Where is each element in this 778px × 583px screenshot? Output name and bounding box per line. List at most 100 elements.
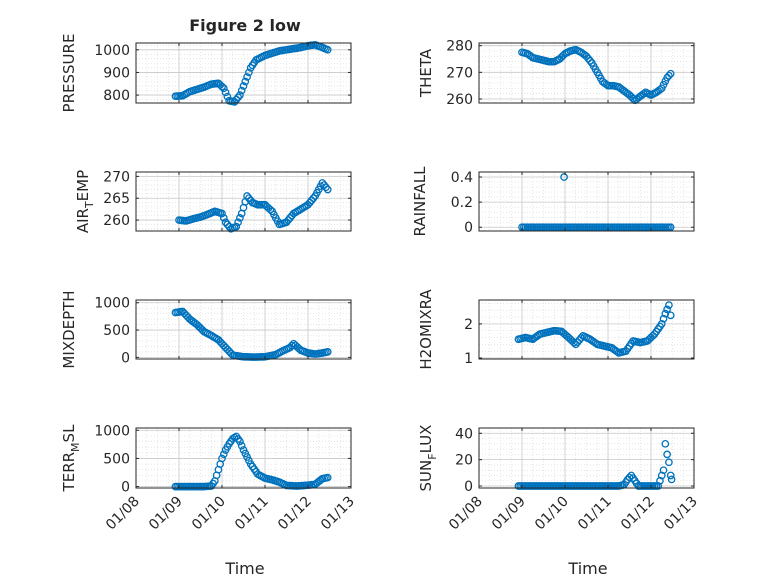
axis-ticks xyxy=(135,172,352,231)
data-point xyxy=(663,450,671,459)
data-point xyxy=(218,454,226,463)
y-axis-label: H2OMIXRA xyxy=(417,289,435,370)
data-point xyxy=(288,341,296,350)
data-point xyxy=(266,205,275,214)
y-tick-label: 1000 xyxy=(94,296,130,312)
minor-grid xyxy=(136,171,351,231)
axis-ticks xyxy=(478,172,695,231)
data-point xyxy=(586,56,594,65)
y-tick-label: 0.4 xyxy=(451,170,473,186)
data-point xyxy=(560,173,568,181)
y-tick-label: 40 xyxy=(455,426,473,442)
x-axis-label-right: Time xyxy=(567,559,607,578)
data-point xyxy=(639,89,648,98)
data-series-rainfall xyxy=(518,173,675,232)
data-point xyxy=(666,471,675,480)
data-point xyxy=(665,301,673,309)
data-point xyxy=(656,85,664,94)
y-axis-label: AIRTEMP xyxy=(74,170,96,233)
data-point xyxy=(234,218,242,227)
y-axis-label: MIXDEPTH xyxy=(60,290,78,368)
data-series-theta xyxy=(518,45,675,105)
y-tick-label: 20 xyxy=(455,453,473,469)
axes-box xyxy=(135,42,352,104)
data-point xyxy=(218,209,226,218)
data-point xyxy=(236,437,244,446)
data-point xyxy=(243,73,251,81)
y-tick-label: 260 xyxy=(103,213,130,229)
data-point xyxy=(218,82,226,91)
data-series-h2omixra xyxy=(514,301,675,357)
axis-ticks xyxy=(135,428,352,488)
y-tick-label: 0 xyxy=(464,479,473,495)
data-point xyxy=(659,314,668,323)
axis-ticks xyxy=(478,300,695,359)
data-point xyxy=(241,77,250,86)
data-point xyxy=(667,475,676,484)
y-axis-label: SUNFLUX xyxy=(417,425,439,492)
y-tick-label: 900 xyxy=(103,65,130,81)
data-point xyxy=(309,194,318,203)
data-point xyxy=(659,466,668,475)
minor-grid xyxy=(136,300,351,359)
y-tick-label: 1000 xyxy=(94,43,130,59)
data-point xyxy=(323,473,332,482)
data-point xyxy=(219,84,228,93)
axes-box xyxy=(478,427,695,489)
y-tick-label: 800 xyxy=(103,88,130,104)
y-tick-label: 0.2 xyxy=(451,195,473,211)
y-tick-label: 0 xyxy=(121,350,130,366)
subplot-pressure: 800 900 1000 PRESSURE xyxy=(60,34,352,112)
y-tick-label: 0 xyxy=(121,480,130,496)
data-point xyxy=(663,305,671,314)
subplot-rainfall: 0 0.2 0.4 RAINFALL xyxy=(411,166,695,237)
data-series-mixdepth xyxy=(171,307,332,361)
axes-box xyxy=(478,299,695,360)
data-point xyxy=(236,214,244,222)
y-tick-label: 0 xyxy=(464,220,473,236)
y-tick-label: 270 xyxy=(103,169,130,185)
y-tick-label: 500 xyxy=(103,323,130,339)
data-point xyxy=(225,222,234,231)
y-tick-label: 2 xyxy=(464,317,473,333)
data-point xyxy=(219,450,228,459)
data-point xyxy=(245,68,253,77)
data-point xyxy=(237,441,246,450)
data-point xyxy=(666,311,675,320)
data-point xyxy=(629,94,637,103)
axis-ticks xyxy=(135,43,352,103)
data-point xyxy=(219,214,228,222)
axes-box xyxy=(135,299,352,360)
data-point xyxy=(666,223,675,232)
data-series-terr_msl xyxy=(171,432,332,491)
data-point xyxy=(234,93,242,102)
data-point xyxy=(665,458,673,467)
plot-area xyxy=(479,172,694,231)
data-point xyxy=(322,183,330,192)
figure-title: Figure 2 low xyxy=(189,16,301,35)
minor-grid xyxy=(479,300,694,359)
data-point xyxy=(625,473,634,482)
axes-box xyxy=(478,171,695,232)
plot-area xyxy=(136,172,351,231)
axes-box xyxy=(135,171,352,232)
y-tick-label: 265 xyxy=(103,191,130,207)
data-point xyxy=(323,185,332,194)
axis-ticks xyxy=(478,43,695,103)
subplot-air_temp: 260 265 270 AIRTEMP xyxy=(74,169,352,233)
y-tick-label: 500 xyxy=(103,451,130,467)
y-tick-label: 1 xyxy=(464,351,473,367)
y-axis-label: RAINFALL xyxy=(411,166,429,237)
data-point xyxy=(236,91,244,99)
subplot-h2omixra: 1 2 H2OMIXRA xyxy=(417,289,695,370)
data-point xyxy=(323,348,332,356)
data-point xyxy=(577,334,585,342)
data-point xyxy=(602,80,611,89)
data-point xyxy=(232,222,241,231)
data-point xyxy=(613,347,621,356)
subplot-theta: 260 270 280 THETA xyxy=(417,39,695,108)
data-point xyxy=(657,320,666,328)
y-axis-label: TERRMSL xyxy=(60,424,82,493)
axis-ticks xyxy=(135,300,352,359)
